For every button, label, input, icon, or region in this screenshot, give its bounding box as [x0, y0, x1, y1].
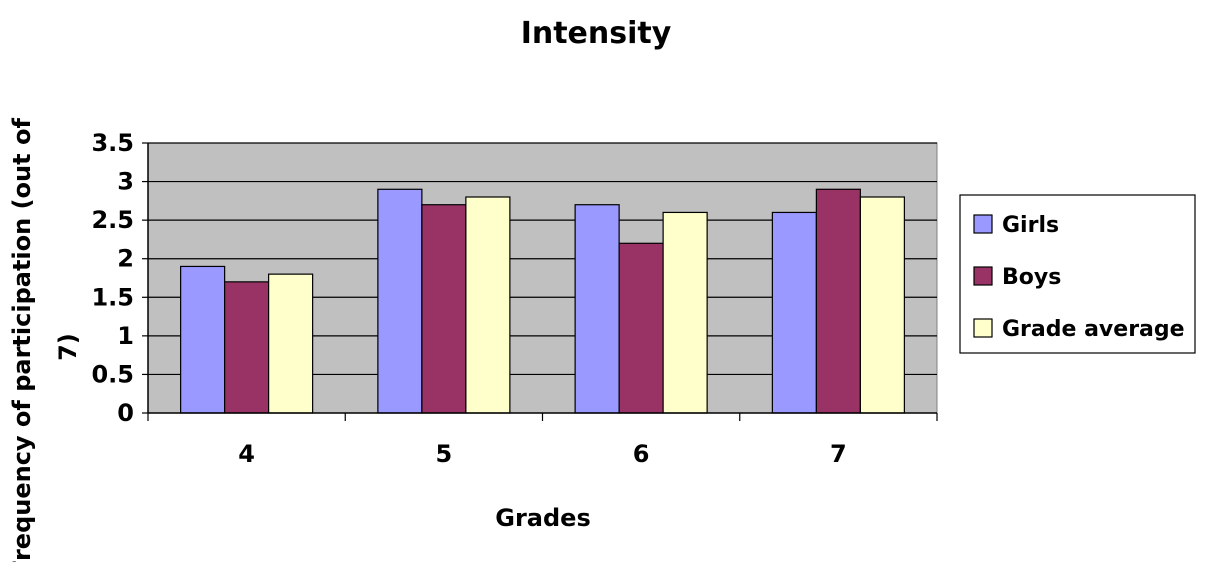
bar-boys-grade-7 [815, 188, 861, 414]
legend-swatch [973, 214, 993, 234]
y-tick-label: 0.5 [91, 360, 134, 388]
bar-boys-grade-6 [618, 242, 664, 414]
y-axis-label-line-1: Frequency of participation (out of [8, 118, 36, 562]
y-tick-label: 3.5 [91, 129, 134, 157]
x-tick-label: 5 [436, 440, 453, 468]
legend-box [959, 194, 1196, 354]
x-tick-label: 7 [830, 440, 847, 468]
x-tick-labels: 4 5 6 7 [238, 440, 846, 468]
y-tick-label: 1.5 [91, 283, 134, 311]
legend-label: Girls [1002, 213, 1059, 238]
chart-title: Intensity [521, 16, 672, 51]
bar-girls-grade-6 [574, 204, 620, 414]
bar-boys-grade-4 [224, 281, 270, 414]
bar-boys-grade-5 [421, 204, 467, 414]
y-tick-label: 1 [117, 322, 134, 350]
bars [180, 188, 905, 414]
legend-label: Grade average [1002, 317, 1185, 342]
legend-swatch [973, 266, 993, 286]
y-tick-label: 2 [117, 245, 134, 273]
bar-girls-grade-7 [771, 211, 817, 414]
legend: Girls Boys Grade average [959, 194, 1196, 354]
x-tick-label: 6 [633, 440, 650, 468]
y-tick-labels: 0 0.5 1 1.5 2 2.5 3 3.5 [91, 129, 134, 427]
x-tick-label: 4 [238, 440, 255, 468]
bar-girls-grade-4 [180, 265, 226, 414]
y-tick-label: 3 [117, 168, 134, 196]
x-axis-label: Grades [495, 504, 590, 532]
axes [147, 143, 938, 421]
bar-grade-average-grade-5 [465, 196, 511, 414]
y-axis-label-line-2: 7) [54, 333, 82, 361]
y-axis-label: Frequency of participation (out of 7) [8, 118, 82, 562]
bar-grade-average-grade-4 [268, 273, 314, 414]
bar-girls-grade-5 [377, 188, 423, 414]
y-tick-label: 2.5 [91, 206, 134, 234]
legend-swatch [973, 318, 993, 338]
bar-grade-average-grade-7 [859, 196, 905, 414]
legend-label: Boys [1002, 265, 1061, 290]
y-tick-label: 0 [117, 399, 134, 427]
bar-grade-average-grade-6 [662, 211, 708, 414]
